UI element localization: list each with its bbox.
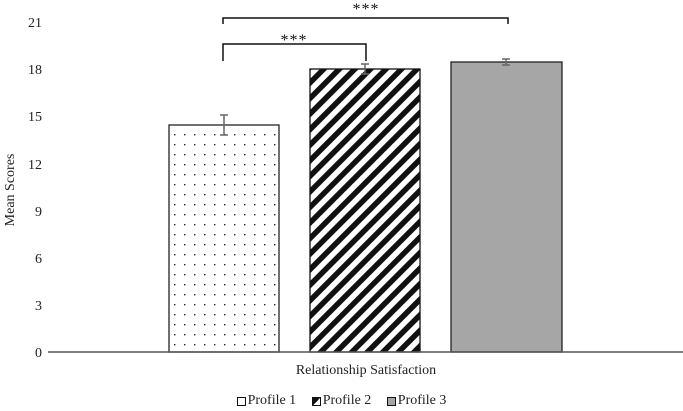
y-tick: 3 bbox=[35, 299, 42, 314]
bar-chart: 0 3 6 9 12 15 18 21 Mean Scores Relation… bbox=[3, 1, 683, 378]
legend-label: Profile 2 bbox=[322, 393, 372, 408]
y-tick: 15 bbox=[28, 110, 42, 125]
y-tick: 18 bbox=[28, 63, 42, 78]
y-axis-label: Mean Scores bbox=[3, 154, 18, 227]
significance-label-long: *** bbox=[353, 1, 380, 18]
legend-item-profile-2: Profile 2 bbox=[311, 393, 372, 409]
y-axis-ticks: 0 3 6 9 12 15 18 21 bbox=[28, 16, 42, 361]
bracket-short bbox=[222, 43, 367, 61]
bracket-long bbox=[222, 17, 509, 24]
y-tick: 0 bbox=[35, 346, 42, 361]
bar-profile-2 bbox=[309, 68, 421, 353]
y-tick: 6 bbox=[35, 252, 42, 267]
significance-brackets bbox=[222, 17, 509, 61]
legend-item-profile-3: Profile 3 bbox=[386, 393, 447, 409]
error-bars bbox=[220, 58, 510, 136]
legend-item-profile-1: Profile 1 bbox=[236, 393, 297, 409]
legend-label: Profile 1 bbox=[247, 393, 297, 408]
bar-profile-1 bbox=[168, 124, 280, 353]
dotted-swatch-icon bbox=[236, 396, 246, 406]
y-tick: 12 bbox=[28, 158, 42, 173]
x-axis-label: Relationship Satisfaction bbox=[296, 363, 436, 378]
y-tick: 9 bbox=[35, 205, 42, 220]
y-tick: 21 bbox=[28, 16, 42, 31]
bar-profile-3 bbox=[450, 61, 563, 353]
gray-swatch-icon bbox=[386, 396, 396, 406]
legend-label: Profile 3 bbox=[397, 393, 447, 408]
legend: Profile 1 Profile 2 Profile 3 bbox=[0, 393, 683, 411]
significance-label-short: *** bbox=[281, 32, 308, 49]
striped-swatch-icon bbox=[311, 396, 321, 406]
